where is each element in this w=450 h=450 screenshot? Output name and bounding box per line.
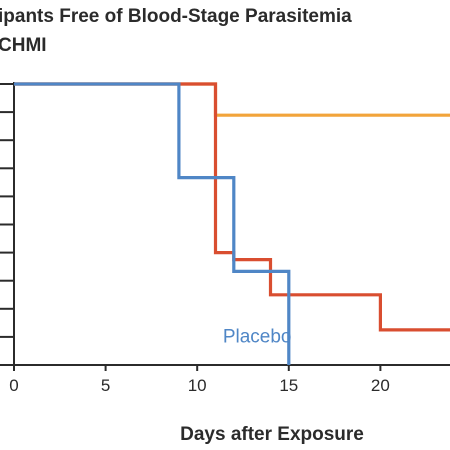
- axes: 0 5 10 15 20: [0, 82, 450, 395]
- chart-title-line-1: ipants Free of Blood-Stage Parasitemia: [0, 6, 352, 27]
- x-tick-label: 15: [279, 376, 298, 395]
- series-label-placebo: Placebo: [223, 327, 292, 348]
- series-line-group-1: [14, 82, 450, 117]
- series-line-placebo: [14, 82, 291, 365]
- x-tick-label: 20: [371, 376, 390, 395]
- chart-title-line-2: CHMI: [0, 35, 47, 56]
- series-layer: [14, 82, 450, 365]
- x-tick-label: 5: [101, 376, 110, 395]
- x-axis-title: Days after Exposure: [180, 424, 364, 445]
- series-line-group-2: [14, 82, 450, 332]
- annotation-layer: Placebo: [223, 327, 292, 348]
- x-tick-label: 10: [188, 376, 207, 395]
- x-tick-label: 0: [9, 376, 18, 395]
